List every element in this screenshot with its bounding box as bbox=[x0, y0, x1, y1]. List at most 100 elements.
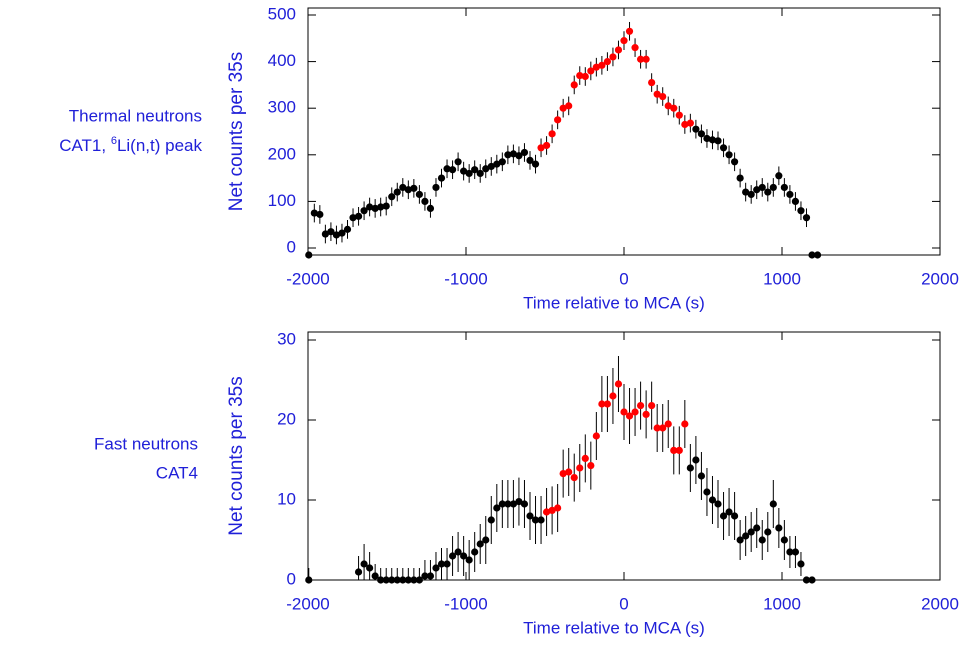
data-point bbox=[708, 496, 717, 504]
data-point bbox=[554, 504, 562, 512]
data-point bbox=[542, 508, 551, 516]
data-point bbox=[808, 576, 816, 584]
data-point bbox=[465, 556, 473, 564]
y-tick-label: 0 bbox=[287, 569, 296, 588]
data-point bbox=[504, 500, 512, 508]
data-point bbox=[731, 158, 739, 166]
data-point bbox=[338, 229, 346, 237]
data-point bbox=[310, 209, 318, 217]
data-point bbox=[465, 169, 473, 178]
data-point bbox=[515, 152, 523, 160]
data-point bbox=[648, 78, 656, 87]
data-point bbox=[554, 116, 562, 124]
data-point bbox=[559, 104, 567, 112]
data-point bbox=[692, 125, 700, 133]
data-point bbox=[581, 454, 589, 462]
data-point bbox=[548, 130, 556, 138]
data-point bbox=[802, 576, 811, 584]
data-point bbox=[753, 524, 761, 532]
x-tick-label: -1000 bbox=[444, 269, 487, 288]
data-point bbox=[305, 576, 313, 584]
data-point bbox=[742, 188, 750, 196]
data-point bbox=[404, 576, 412, 584]
y-tick-label: 200 bbox=[268, 144, 296, 163]
data-point bbox=[725, 151, 733, 159]
data-point bbox=[570, 474, 578, 482]
data-point bbox=[614, 46, 623, 54]
data-point bbox=[443, 560, 451, 568]
data-point bbox=[614, 380, 623, 388]
label-part: Li(n,t) peak bbox=[117, 136, 203, 155]
data-point bbox=[670, 104, 678, 112]
data-point bbox=[421, 572, 429, 580]
x-tick-label: 2000 bbox=[921, 269, 959, 288]
data-point bbox=[681, 420, 689, 428]
data-point bbox=[371, 572, 379, 580]
x-tick-label: -1000 bbox=[444, 594, 487, 613]
data-point bbox=[548, 506, 556, 514]
data-point bbox=[404, 186, 412, 194]
data-point bbox=[797, 207, 805, 215]
data-point bbox=[471, 166, 479, 174]
data-point bbox=[388, 193, 396, 201]
data-point bbox=[642, 55, 650, 63]
panel-label: Fast neutrons bbox=[94, 434, 198, 453]
data-point bbox=[653, 90, 661, 98]
data-point bbox=[377, 576, 385, 584]
data-point bbox=[802, 214, 811, 222]
data-point bbox=[625, 27, 634, 35]
data-point bbox=[703, 134, 711, 143]
y-tick-label: 10 bbox=[277, 489, 296, 508]
data-point bbox=[697, 130, 706, 138]
data-point bbox=[366, 203, 374, 211]
data-point bbox=[537, 516, 545, 524]
data-point bbox=[321, 230, 329, 238]
data-point bbox=[316, 210, 324, 219]
data-point bbox=[454, 548, 462, 556]
data-point bbox=[697, 472, 706, 480]
data-point bbox=[775, 172, 783, 180]
data-point bbox=[609, 392, 617, 400]
data-point bbox=[354, 568, 363, 576]
data-point bbox=[587, 462, 595, 470]
x-tick-label: -2000 bbox=[286, 269, 329, 288]
label-part: CAT1, bbox=[59, 136, 111, 155]
x-axis-title: Time relative to MCA (s) bbox=[523, 618, 705, 637]
data-point bbox=[670, 446, 678, 454]
data-point bbox=[487, 516, 495, 524]
data-point bbox=[509, 150, 517, 158]
data-point bbox=[509, 500, 517, 508]
data-point bbox=[531, 516, 540, 524]
data-point bbox=[609, 53, 617, 61]
data-point bbox=[382, 576, 390, 584]
data-point bbox=[520, 500, 529, 508]
data-point bbox=[780, 536, 788, 544]
y-tick-label: 20 bbox=[277, 409, 296, 428]
data-point bbox=[625, 412, 634, 420]
data-point bbox=[714, 137, 722, 145]
data-point bbox=[592, 432, 600, 440]
data-point bbox=[603, 57, 612, 66]
data-point bbox=[791, 548, 800, 556]
data-point bbox=[714, 500, 722, 508]
x-tick-label: 2000 bbox=[921, 594, 959, 613]
data-point bbox=[747, 528, 755, 536]
data-point bbox=[366, 564, 374, 572]
y-tick-label: 30 bbox=[277, 329, 296, 348]
data-point bbox=[382, 202, 390, 210]
data-point bbox=[581, 72, 589, 81]
data-point bbox=[531, 160, 540, 168]
data-point bbox=[631, 408, 639, 416]
data-point bbox=[576, 464, 584, 472]
data-point bbox=[482, 165, 490, 173]
data-point bbox=[443, 165, 451, 173]
x-tick-label: 0 bbox=[619, 269, 628, 288]
data-point bbox=[598, 400, 606, 408]
data-point bbox=[437, 560, 446, 568]
data-point bbox=[675, 446, 683, 454]
y-axis-title: Net counts per 35s bbox=[226, 52, 247, 211]
data-point bbox=[758, 183, 766, 192]
data-point bbox=[526, 512, 534, 520]
data-point bbox=[703, 488, 711, 496]
